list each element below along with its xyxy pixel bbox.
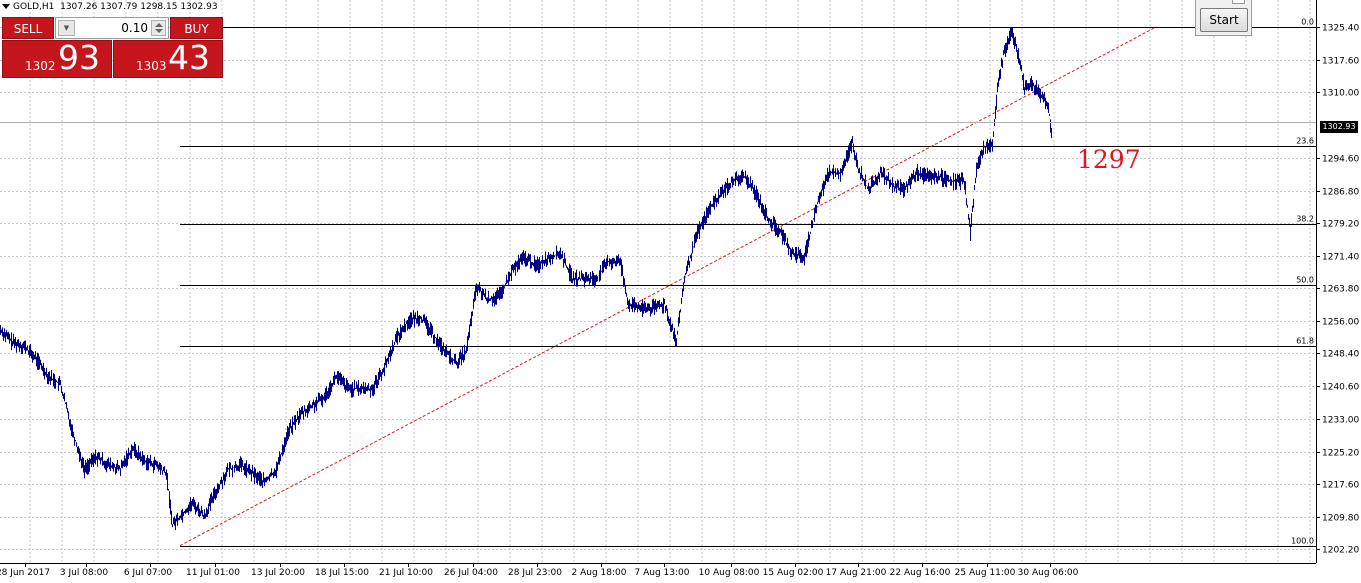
one-click-trading-panel: SELL ▼ 0.10 BUY 1302 93 1303 43 [2, 17, 223, 78]
time-axis-label: 3 Jul 08:00 [60, 568, 109, 578]
trend-line [179, 26, 1157, 547]
expert-panel: Start [1195, 0, 1252, 36]
price-axis-label: 1209.80 [1322, 514, 1359, 524]
buy-button[interactable]: BUY [170, 17, 223, 39]
ohlc-values: 1307.26 1307.79 1298.15 1302.93 [60, 2, 218, 12]
time-axis-label: 2 Aug 18:00 [572, 568, 627, 578]
time-axis-label: 6 Jul 07:00 [124, 568, 173, 578]
price-axis-label: 1233.00 [1322, 416, 1359, 426]
time-axis-label: 28 Jul 23:00 [508, 568, 562, 578]
price-axis-label: 1240.60 [1322, 383, 1359, 393]
symbol-info: GOLD,H1 1307.26 1307.79 1298.15 1302.93 [2, 1, 218, 13]
symbol-name: GOLD,H1 [13, 2, 55, 12]
buy-price-main: 43 [168, 38, 210, 77]
price-axis-label: 1217.60 [1322, 481, 1359, 491]
buy-price-prefix: 1303 [136, 59, 167, 73]
expert-panel-checkbox[interactable] [1232, 0, 1245, 4]
price-axis-label: 1325.40 [1322, 24, 1359, 34]
time-axis-label: 11 Jul 01:00 [186, 568, 240, 578]
time-axis-label: 15 Aug 02:00 [763, 568, 824, 578]
price-axis-label: 1317.60 [1322, 57, 1359, 67]
dropdown-triangle-icon [2, 4, 10, 9]
price-axis-label: 1310.00 [1322, 89, 1359, 99]
price-series [0, 27, 1052, 531]
time-axis-label: 22 Aug 16:00 [890, 568, 951, 578]
lot-spinner-icon[interactable] [151, 20, 166, 36]
price-axis-label: 1286.80 [1322, 188, 1359, 198]
start-button[interactable]: Start [1200, 8, 1248, 32]
fib-level-label: 23.6 [1296, 137, 1314, 146]
sell-price-main: 93 [58, 38, 100, 77]
fib-level-label: 100.0 [1291, 537, 1314, 546]
time-axis-label: 26 Jul 04:00 [444, 568, 498, 578]
fib-level-label: 50.0 [1296, 276, 1314, 285]
time-axis-label: 25 Aug 11:00 [955, 568, 1016, 578]
price-axis-label: 1202.20 [1322, 546, 1359, 556]
time-axis-label: 13 Jul 20:00 [251, 568, 305, 578]
fib-level-label: 61.8 [1296, 337, 1314, 346]
price-axis-label: 1225.20 [1322, 449, 1359, 459]
price-axis-label: 1263.80 [1322, 285, 1359, 295]
sell-price-box[interactable]: 1302 93 [2, 38, 112, 78]
time-axis-label: 10 Aug 08:00 [699, 568, 760, 578]
sell-button[interactable]: SELL [2, 17, 54, 39]
lot-value[interactable]: 0.10 [121, 21, 148, 35]
price-axis-label: 1256.00 [1322, 318, 1359, 328]
price-axis-label: 1248.40 [1322, 350, 1359, 360]
price-axis-label: 1279.20 [1322, 220, 1359, 230]
sell-price-prefix: 1302 [25, 59, 56, 73]
fib-level-label: 0.0 [1301, 18, 1314, 27]
lot-dropdown-icon[interactable]: ▼ [58, 20, 75, 36]
time-axis-label: 28 Jun 2017 [0, 568, 50, 578]
current-price-label: 1302.93 [1320, 121, 1358, 133]
time-axis-label: 21 Jul 10:00 [379, 568, 433, 578]
time-axis-label: 7 Aug 13:00 [635, 568, 690, 578]
lot-size-field[interactable]: ▼ 0.10 [55, 17, 169, 39]
time-axis-label: 18 Jul 15:00 [315, 568, 369, 578]
time-axis-label: 17 Aug 21:00 [826, 568, 887, 578]
price-axis-label: 1271.40 [1322, 253, 1359, 263]
fib-level-label: 38.2 [1296, 215, 1314, 224]
price-axis-label: 1294.60 [1322, 155, 1359, 165]
time-axis-label: 30 Aug 06:00 [1018, 568, 1079, 578]
price-annotation: 1297 [1077, 145, 1141, 174]
buy-price-box[interactable]: 1303 43 [113, 38, 223, 78]
